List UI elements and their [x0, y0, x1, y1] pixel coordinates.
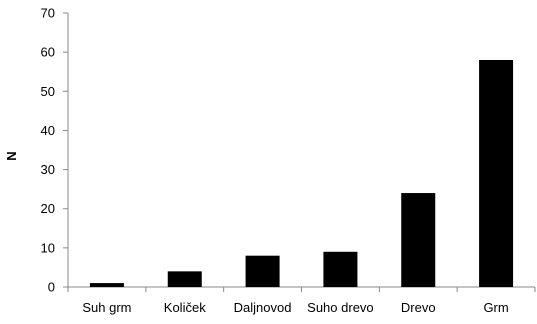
x-category-label: Suh grm [82, 300, 131, 315]
bar-suho-drevo [323, 251, 358, 287]
bars [89, 59, 514, 287]
y-tick-label: 40 [41, 123, 55, 138]
y-tick-label: 60 [41, 45, 55, 60]
y-tick-label: 20 [41, 201, 55, 216]
x-category-label: Suho drevo [307, 300, 374, 315]
x-axis: Suh grm Količek Daljnovod Suho drevo Drevo Gr… [67, 286, 536, 315]
bar-grm [479, 59, 514, 287]
y-tick-label: 0 [48, 280, 55, 295]
y-tick-label: 50 [41, 84, 55, 99]
x-category-label: Grm [483, 300, 508, 315]
bar-količek [167, 271, 202, 287]
y-tick-label: 30 [41, 162, 55, 177]
bar-suh-grm [89, 283, 124, 287]
bar-daljnovod [245, 255, 280, 287]
x-category-label: Količek [164, 300, 206, 315]
y-axis: 0 10 20 30 40 50 60 70 [41, 6, 69, 295]
y-tick-label: 10 [41, 240, 55, 255]
y-axis-title: N [4, 151, 19, 160]
y-tick-label: 70 [41, 6, 55, 21]
x-category-label: Daljnovod [234, 300, 292, 315]
bar-drevo [401, 193, 436, 287]
x-category-label: Drevo [401, 300, 436, 315]
